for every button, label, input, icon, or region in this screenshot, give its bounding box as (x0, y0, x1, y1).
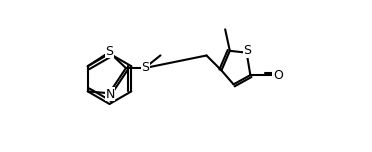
Text: S: S (105, 45, 113, 58)
Text: O: O (273, 69, 283, 82)
Text: S: S (141, 61, 149, 74)
Text: N: N (105, 88, 115, 101)
Text: S: S (244, 44, 251, 57)
